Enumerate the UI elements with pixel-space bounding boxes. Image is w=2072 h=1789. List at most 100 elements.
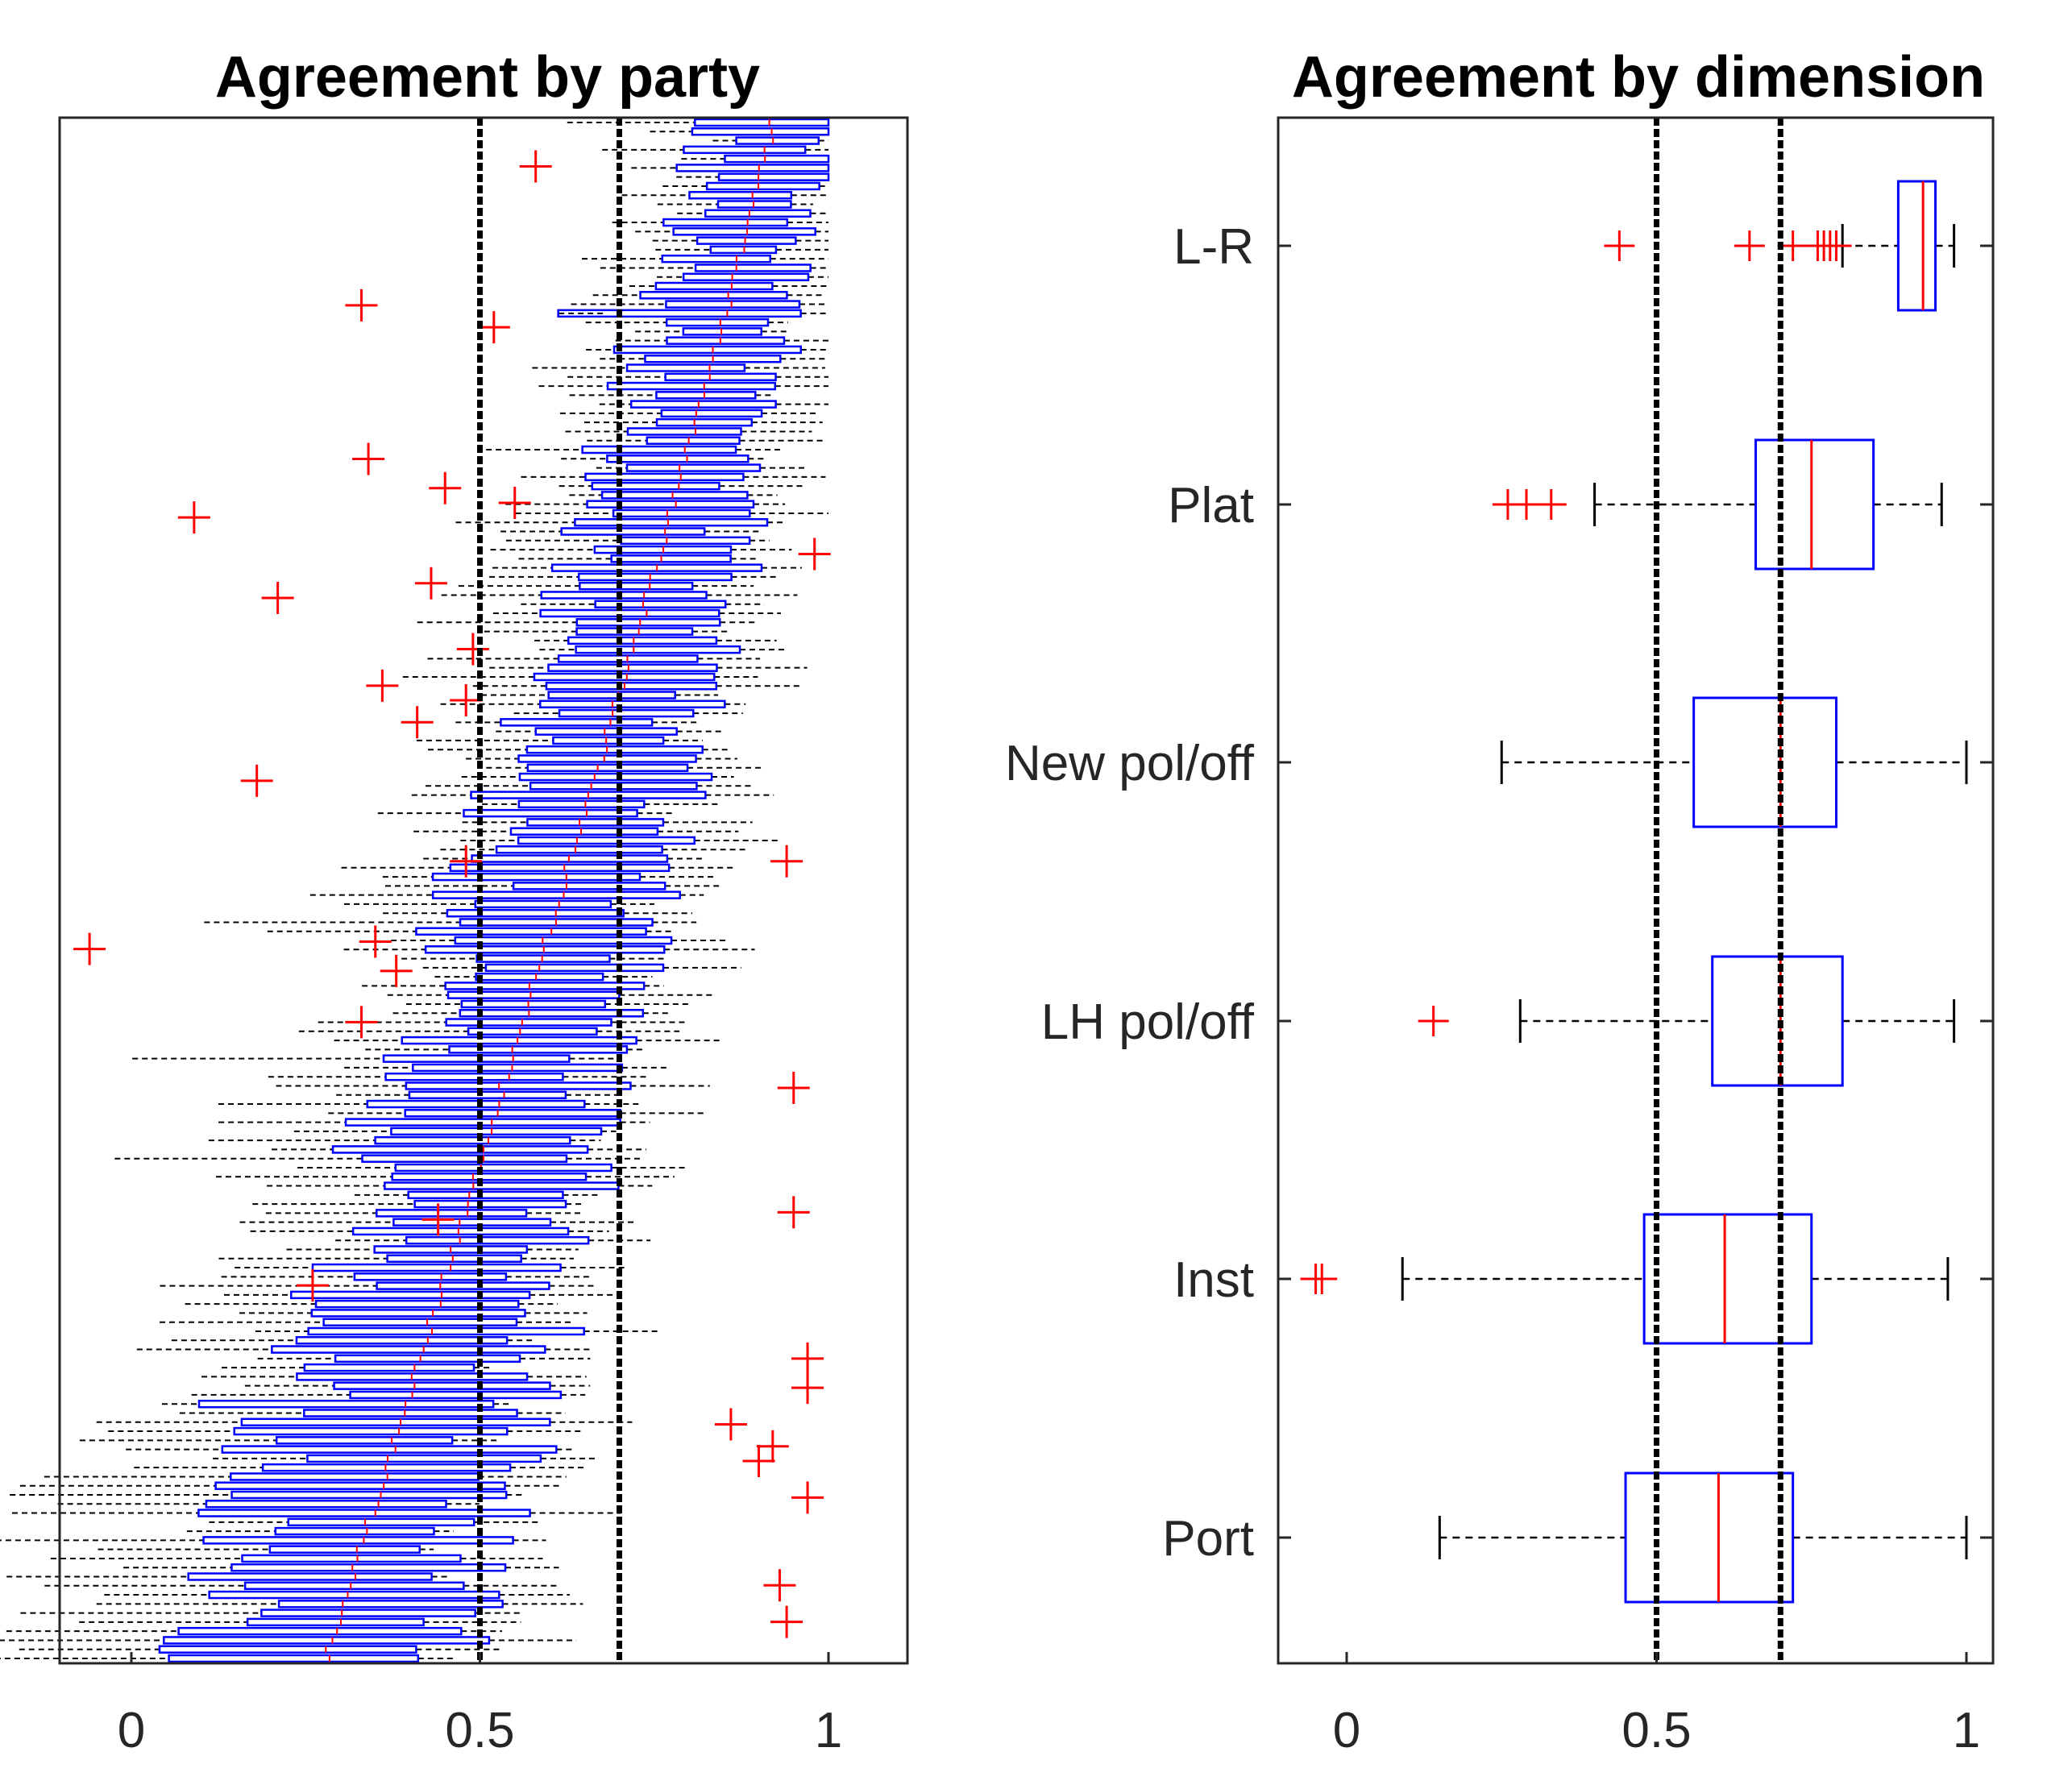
party-box — [19, 1481, 563, 1490]
party-iqr-box — [463, 808, 638, 818]
party-x-axis: 0 0.5 1 — [118, 1652, 842, 1758]
party-box — [484, 627, 729, 636]
party-iqr-box — [274, 1526, 435, 1536]
party-iqr-box — [394, 1163, 612, 1173]
party-iqr-box — [547, 691, 676, 699]
party-iqr-box — [314, 1299, 520, 1309]
party-box — [455, 718, 700, 727]
party-iqr-box — [376, 1281, 550, 1290]
party-box — [462, 818, 753, 827]
party-iqr-box — [412, 1063, 624, 1073]
party-box — [179, 1409, 566, 1418]
party-iqr-box — [202, 1536, 514, 1545]
party-box — [298, 1027, 680, 1036]
dimension-category-label: New pol/off — [1005, 736, 1255, 791]
party-iqr-box — [386, 1254, 522, 1264]
party-iqr-box — [646, 436, 741, 445]
party-outlier — [401, 706, 434, 739]
dimension-iqr-box — [1896, 180, 1937, 312]
dimension-category-label: Plat — [1168, 478, 1254, 533]
party-iqr-box — [579, 581, 694, 591]
party-outlier — [345, 288, 378, 322]
party-iqr-box — [575, 645, 741, 654]
party-box — [297, 1163, 685, 1173]
party-iqr-box — [449, 863, 671, 873]
party-iqr-box — [575, 627, 694, 636]
dimension-box — [1500, 696, 1968, 828]
party-iqr-box — [446, 908, 625, 918]
party-box — [596, 463, 808, 472]
dimension-outlier — [1418, 1006, 1449, 1036]
party-box — [334, 1036, 724, 1045]
party-iqr-box — [404, 1109, 621, 1118]
party-box — [482, 799, 719, 809]
party-outlier — [770, 845, 803, 878]
party-box — [505, 536, 770, 546]
party-box — [328, 1109, 704, 1118]
dimension-category-label: Inst — [1173, 1252, 1254, 1308]
party-box — [257, 1354, 591, 1364]
dimension-x-tick-label: 1 — [1953, 1703, 1980, 1758]
party-iqr-box — [431, 890, 681, 899]
party-outlier — [777, 1196, 810, 1229]
party-box — [104, 1590, 570, 1600]
party-iqr-box — [694, 118, 830, 127]
party-outlier — [414, 567, 447, 600]
dimension-box — [1418, 955, 1956, 1087]
party-iqr-box — [484, 963, 665, 973]
party-box — [222, 1363, 492, 1372]
party-box — [98, 1545, 434, 1554]
party-iqr-box — [558, 708, 695, 718]
party-box — [631, 164, 830, 172]
party-box — [6, 1572, 448, 1581]
party-outlier — [714, 1408, 747, 1441]
party-iqr-box — [287, 1517, 475, 1527]
party-box — [239, 1218, 634, 1227]
party-box — [486, 763, 764, 772]
party-box — [405, 999, 691, 1009]
party-box — [599, 400, 828, 409]
party-iqr-box — [654, 281, 774, 291]
party-iqr-box — [612, 345, 802, 355]
party-iqr-box — [331, 1145, 589, 1154]
party-iqr-box — [353, 1272, 508, 1281]
party-box — [44, 1472, 567, 1481]
party-iqr-box — [545, 681, 718, 691]
party-iqr-box — [475, 954, 611, 963]
party-iqr-box — [230, 1472, 480, 1481]
party-iqr-box — [431, 872, 642, 882]
party-iqr-box — [696, 236, 797, 245]
party-iqr-box — [581, 445, 737, 455]
dimension-iqr-box — [1642, 1213, 1813, 1345]
party-box — [215, 1173, 675, 1181]
party-box — [136, 1345, 592, 1354]
party-iqr-box — [233, 1426, 509, 1436]
party-box — [621, 190, 828, 200]
party-iqr-box — [560, 527, 706, 536]
party-iqr-box — [526, 763, 689, 772]
party-iqr-box — [625, 463, 762, 472]
party-iqr-box — [639, 291, 788, 300]
dimension-category-label: Port — [1162, 1511, 1254, 1567]
party-iqr-box — [495, 845, 663, 854]
party-box — [209, 1517, 538, 1527]
party-box — [387, 990, 713, 999]
party-iqr-box — [717, 172, 830, 181]
dimension-plot-area — [1300, 118, 1968, 1663]
party-iqr-box — [208, 1590, 500, 1600]
party-box — [10, 1490, 524, 1500]
party-box — [413, 827, 739, 836]
party-iqr-box — [197, 1399, 495, 1409]
party-box — [434, 972, 653, 982]
party-outlier — [756, 1430, 789, 1463]
party-iqr-box — [310, 1309, 526, 1318]
party-iqr-box — [467, 1027, 598, 1036]
party-iqr-box — [539, 699, 726, 709]
party-box — [383, 908, 693, 918]
party-iqr-box — [526, 818, 665, 827]
party-box — [268, 1072, 648, 1081]
party-iqr-box — [509, 827, 659, 836]
party-outlier — [450, 845, 483, 878]
party-box — [416, 736, 703, 745]
party-outlier — [742, 1444, 775, 1477]
